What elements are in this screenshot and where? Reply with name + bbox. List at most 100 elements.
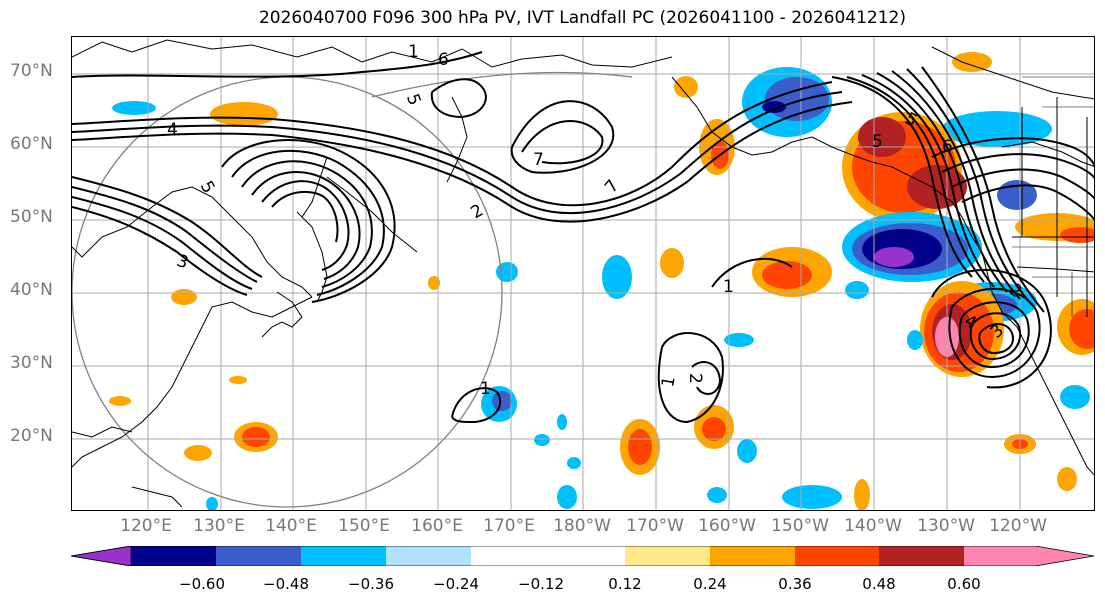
contour-label: 5 <box>402 91 424 108</box>
pv-contours <box>72 51 1094 424</box>
contour-label: 1 <box>480 379 491 399</box>
contour-label: 6 <box>438 50 449 70</box>
shade-blob <box>737 439 757 463</box>
shade-blob <box>907 165 967 209</box>
colorbar-tick: −0.60 <box>179 575 225 593</box>
shade-blob <box>171 289 197 305</box>
shade-blob <box>428 276 440 290</box>
colorbar-tick: 0.60 <box>947 575 981 593</box>
colorbar <box>71 546 1095 566</box>
colorbar-tick: 0.12 <box>608 575 642 593</box>
colorbar-tick: −0.48 <box>263 575 309 593</box>
contour-label: 5 <box>872 132 883 152</box>
contour-label: 3 <box>174 251 191 273</box>
shade-blob <box>952 52 992 72</box>
shade-blob <box>557 414 567 430</box>
shade-blob <box>907 330 923 350</box>
shade-blob <box>724 333 754 347</box>
coastlines <box>72 39 1094 508</box>
map-canvas: 1 6 5 4 7 5 5 3 7 1 1 2 3 1 2 6 4 5 2 <box>72 37 1094 510</box>
colorbar-tick: −0.36 <box>348 575 394 593</box>
contour-label: 7 <box>601 176 623 197</box>
shade-blob <box>109 396 131 406</box>
colorbar-tick: 0.24 <box>693 575 727 593</box>
shade-blob <box>762 101 786 113</box>
map-panel[interactable]: 1 6 5 4 7 5 5 3 7 1 1 2 3 1 2 6 4 5 2 <box>71 36 1095 511</box>
contour-label: 7 <box>533 150 544 170</box>
colorbar-tick: 0.36 <box>778 575 812 593</box>
shade-blob <box>534 434 550 446</box>
contour-label: 1 <box>408 42 419 62</box>
lon-label-140w: 140°W <box>844 516 902 536</box>
shade-blob <box>492 391 512 411</box>
lat-label-40n: 40°N <box>10 280 53 300</box>
lat-label-30n: 30°N <box>10 353 53 373</box>
shade-blob <box>762 261 812 289</box>
shade-blob <box>1057 467 1077 491</box>
colorbar-tick: −0.24 <box>433 575 479 593</box>
colorbar-swatch <box>216 546 301 566</box>
shade-blob <box>1060 385 1090 409</box>
lon-label-170w: 170°W <box>626 516 684 536</box>
shade-blob <box>845 281 869 299</box>
lat-label-60n: 60°N <box>10 134 53 154</box>
shade-blob <box>854 479 870 510</box>
lon-label-160w: 160°W <box>698 516 756 536</box>
colorbar-swatch <box>710 546 795 566</box>
contour-label: 2 <box>685 373 705 384</box>
shade-blob <box>628 429 652 465</box>
shade-blob <box>557 485 577 509</box>
lat-label-50n: 50°N <box>10 207 53 227</box>
colorbar-swatch <box>795 546 879 566</box>
colorbar-swatch <box>301 546 386 566</box>
map-title: 2026040700 F096 300 hPa PV, IVT Landfall… <box>258 8 906 28</box>
shade-blob <box>702 417 726 441</box>
contour-label: 1 <box>723 277 734 297</box>
colorbar-swatch <box>625 546 710 566</box>
shade-blob <box>229 376 247 384</box>
lon-label-130e: 130°E <box>193 516 245 536</box>
lon-label-160e: 160°E <box>411 516 463 536</box>
colorbar-swatch <box>879 546 964 566</box>
shade-blob <box>567 457 581 469</box>
lon-label-120e: 120°E <box>120 516 172 536</box>
shade-blob <box>707 487 727 503</box>
shade-blob <box>112 101 156 115</box>
colorbar-swatch <box>471 546 625 566</box>
contour-label: 6 <box>942 137 953 157</box>
shade-blob <box>997 180 1037 210</box>
lat-label-70n: 70°N <box>10 61 53 81</box>
lon-label-120w: 120°W <box>989 516 1047 536</box>
shade-blob <box>242 427 270 447</box>
lat-label-20n: 20°N <box>10 426 53 446</box>
shade-blob <box>602 255 632 299</box>
colorbar-tick: −0.12 <box>518 575 564 593</box>
colorbar-swatch <box>386 546 471 566</box>
shade-blob <box>782 485 842 509</box>
shade-blob <box>1069 309 1094 349</box>
lon-label-140e: 140°E <box>265 516 317 536</box>
lon-label-170e: 170°E <box>483 516 535 536</box>
range-circle-east <box>371 71 633 98</box>
colorbar-outline <box>71 546 1095 566</box>
colorbar-swatch <box>131 546 216 566</box>
lon-label-150e: 150°E <box>338 516 390 536</box>
contour-label: 4 <box>167 120 178 140</box>
lon-label-130w: 130°W <box>917 516 975 536</box>
lon-label-150w: 150°W <box>771 516 829 536</box>
shade-blob <box>1060 227 1094 243</box>
shade-blob <box>210 102 278 126</box>
contour-label: 1 <box>658 375 680 389</box>
shade-blob <box>942 111 1052 147</box>
shade-blob <box>184 445 212 461</box>
colorbar-swatch <box>964 546 1094 566</box>
shade-blob <box>874 247 914 267</box>
shade-blob <box>496 262 518 282</box>
lon-label-180w: 180°W <box>553 516 611 536</box>
shade-blob <box>674 76 698 98</box>
pv-shading <box>109 52 1094 510</box>
shade-blob <box>660 248 684 278</box>
colorbar-swatch <box>71 546 132 566</box>
colorbar-tick: 0.48 <box>862 575 896 593</box>
borders <box>1012 76 1094 317</box>
